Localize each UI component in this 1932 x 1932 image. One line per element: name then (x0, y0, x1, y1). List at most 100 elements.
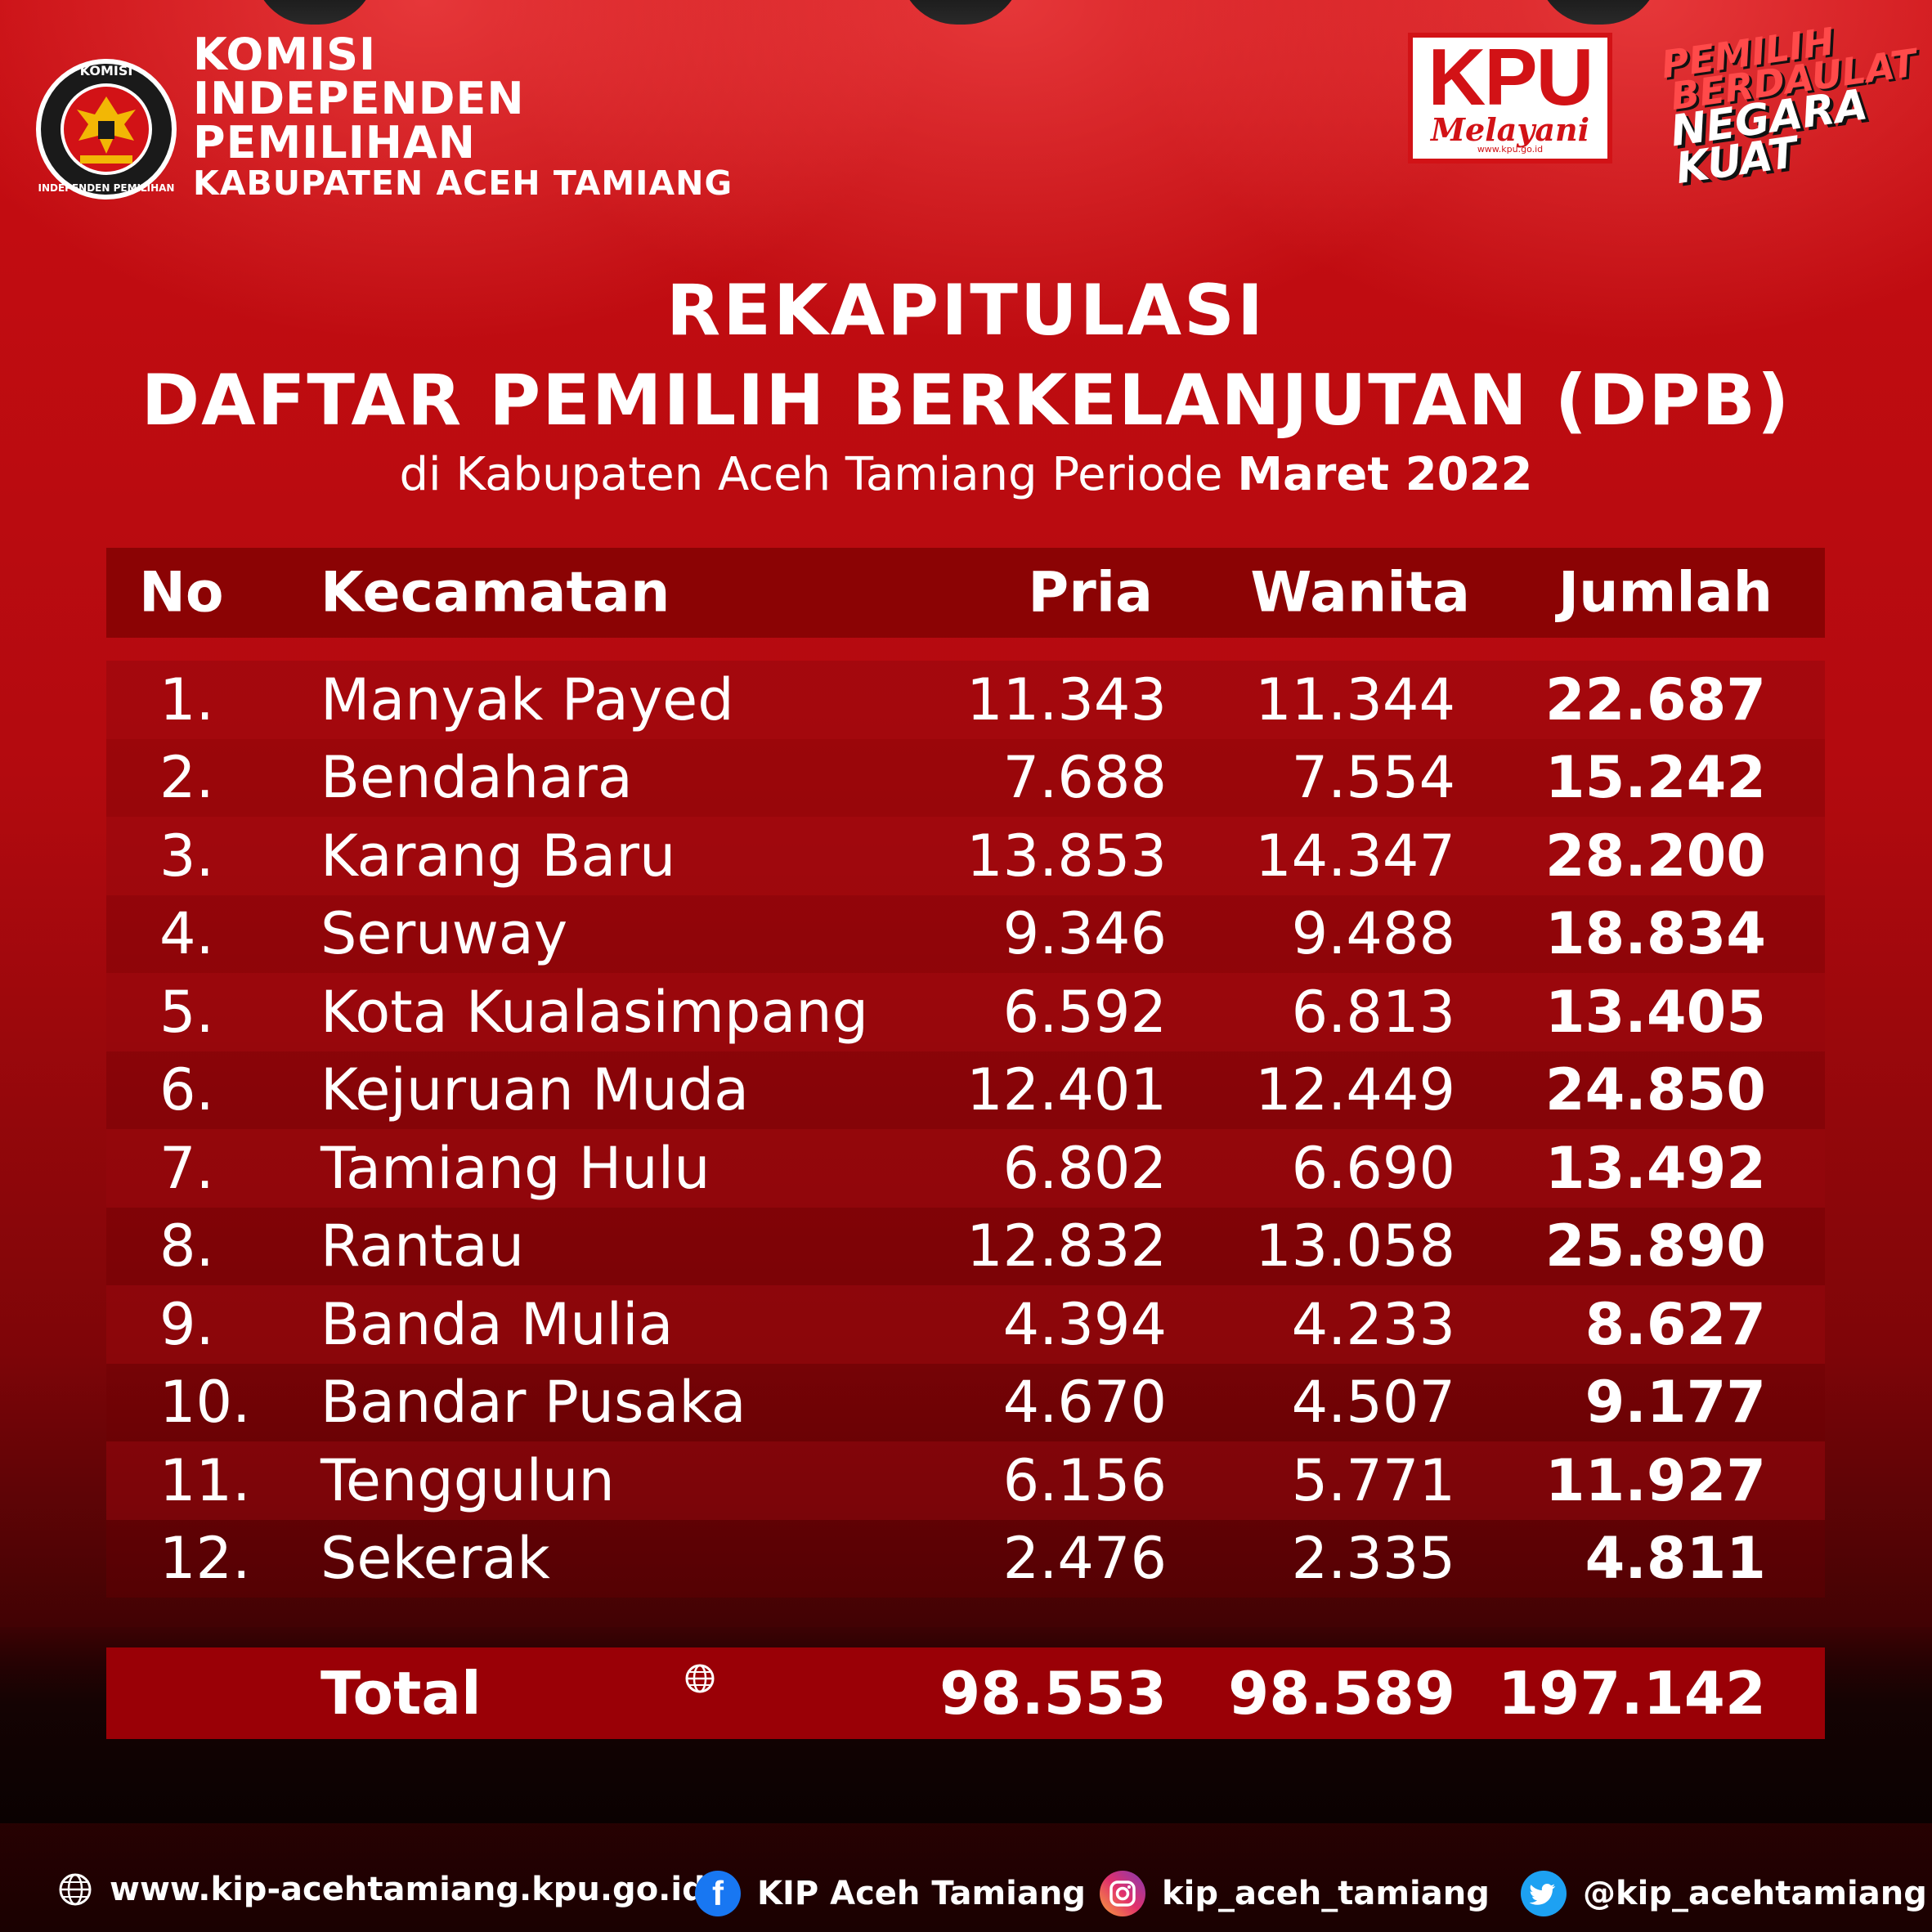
table-body: 1. Manyak Payed 11.343 11.344 22.687 2. … (106, 661, 1825, 1598)
cell-pria: 11.343 (966, 666, 1167, 733)
cell-pria: 4.670 (1002, 1369, 1167, 1437)
header-wanita: Wanita (1250, 560, 1470, 625)
table-row: 4. Seruway 9.346 9.488 18.834 (106, 894, 1825, 973)
page-title: REKAPITULASI (666, 270, 1266, 352)
cell-jumlah: 25.890 (1544, 1213, 1766, 1280)
cell-pria: 4.394 (1002, 1290, 1167, 1358)
cell-pria: 2.476 (1002, 1525, 1167, 1593)
cell-no: 1. (159, 666, 214, 733)
cell-kecamatan: Sekerak (321, 1525, 550, 1593)
cell-jumlah: 9.177 (1585, 1369, 1766, 1437)
cell-no: 6. (159, 1056, 214, 1124)
organization-region: KABUPATEN ACEH TAMIANG (193, 164, 733, 203)
cell-kecamatan: Tenggulun (321, 1446, 615, 1514)
cell-kecamatan: Rantau (321, 1213, 525, 1280)
table-total-row: Total 98.553 98.589 197.142 (106, 1647, 1825, 1739)
footer-facebook[interactable]: f KIP Aceh Tamiang (695, 1871, 1086, 1916)
cell-kecamatan: Kota Kualasimpang (321, 978, 869, 1046)
globe-icon (59, 1873, 92, 1906)
header-pria: Pria (1028, 560, 1153, 625)
facebook-icon: f (695, 1871, 741, 1916)
footer-website[interactable]: www.kip-acehtamiang.kpu.go.id (57, 1871, 706, 1908)
cell-no: 4. (159, 900, 214, 968)
cell-jumlah: 11.927 (1544, 1446, 1766, 1514)
cell-jumlah: 15.242 (1544, 744, 1766, 812)
table-row: 2. Bendahara 7.688 7.554 15.242 (106, 738, 1825, 817)
cell-no: 11. (159, 1446, 251, 1514)
header-no: No (139, 560, 224, 625)
cell-wanita: 6.690 (1291, 1134, 1455, 1202)
cell-no: 7. (159, 1134, 214, 1202)
facebook-link[interactable]: KIP Aceh Tamiang (757, 1875, 1086, 1912)
website-link[interactable]: www.kip-acehtamiang.kpu.go.id (110, 1871, 706, 1908)
subtitle-prefix: di Kabupaten Aceh Tamiang Periode (399, 448, 1223, 501)
kpu-logo-script: Melayani (1430, 111, 1590, 148)
footer-social-bar: www.kip-acehtamiang.kpu.go.id f KIP Aceh… (0, 1838, 1932, 1932)
cell-pria: 6.592 (1002, 978, 1167, 1046)
cell-no: 8. (159, 1213, 214, 1280)
table-row: 1. Manyak Payed 11.343 11.344 22.687 (106, 661, 1825, 739)
cell-wanita: 9.488 (1291, 900, 1455, 968)
cell-kecamatan: Tamiang Hulu (321, 1134, 710, 1202)
cell-no: 3. (159, 822, 214, 890)
svg-text:INDEPENDEN PEMILIHAN: INDEPENDEN PEMILIHAN (38, 182, 175, 194)
cell-jumlah: 18.834 (1544, 900, 1766, 968)
cell-pria: 9.346 (1002, 900, 1167, 968)
instagram-icon (1100, 1871, 1145, 1916)
instagram-link[interactable]: kip_aceh_tamiang (1162, 1875, 1490, 1912)
total-wanita: 98.589 (1228, 1659, 1455, 1728)
kpu-logo-url: www.kpu.go.id (1477, 144, 1544, 155)
cell-wanita: 13.058 (1255, 1213, 1455, 1280)
cell-jumlah: 28.200 (1544, 822, 1766, 890)
table-row: 6. Kejuruan Muda 12.401 12.449 24.850 (106, 1051, 1825, 1129)
organization-name: KOMISI INDEPENDEN PEMILIHAN (193, 33, 525, 165)
cell-pria: 6.156 (1002, 1446, 1167, 1514)
table-row: 11. Tenggulun 6.156 5.771 11.927 (106, 1441, 1825, 1520)
kpu-logo-text: KPU (1428, 32, 1594, 122)
kip-emblem-logo: KOMISI INDEPENDEN PEMILIHAN (36, 59, 177, 199)
table-row: 8. Rantau 12.832 13.058 25.890 (106, 1207, 1825, 1285)
globe-icon (685, 1664, 715, 1693)
table-row: 3. Karang Baru 13.853 14.347 28.200 (106, 817, 1825, 895)
cell-no: 12. (159, 1525, 251, 1593)
cell-wanita: 5.771 (1291, 1446, 1455, 1514)
cell-wanita: 14.347 (1255, 822, 1455, 890)
cell-wanita: 6.813 (1291, 978, 1455, 1046)
table-row: 7. Tamiang Hulu 6.802 6.690 13.492 (106, 1129, 1825, 1208)
cell-kecamatan: Banda Mulia (321, 1290, 674, 1358)
cell-jumlah: 24.850 (1544, 1056, 1766, 1124)
footer-instagram[interactable]: kip_aceh_tamiang (1100, 1871, 1490, 1916)
table-header: No Kecamatan Pria Wanita Jumlah (106, 548, 1825, 638)
page-title-secondary: DAFTAR PEMILIH BERKELANJUTAN (DPB) (141, 360, 1791, 442)
cell-no: 5. (159, 978, 214, 1046)
voter-recap-table: No Kecamatan Pria Wanita Jumlah 1. Manya… (106, 548, 1825, 1598)
cell-pria: 12.832 (966, 1213, 1167, 1280)
cell-kecamatan: Bandar Pusaka (321, 1369, 746, 1437)
subtitle-period: Maret 2022 (1237, 448, 1533, 501)
footer-twitter[interactable]: @kip_acehtamiang (1521, 1871, 1927, 1916)
cell-kecamatan: Seruway (321, 900, 568, 968)
header-kecamatan: Kecamatan (321, 560, 670, 625)
cell-kecamatan: Kejuruan Muda (321, 1056, 750, 1124)
org-line: KOMISI (193, 29, 377, 80)
twitter-link[interactable]: @kip_acehtamiang (1583, 1875, 1927, 1912)
cell-wanita: 2.335 (1291, 1525, 1455, 1593)
svg-text:KOMISI: KOMISI (80, 63, 133, 78)
org-line: PEMILIHAN (193, 117, 476, 168)
org-line: INDEPENDEN (193, 73, 525, 124)
cell-wanita: 11.344 (1255, 666, 1455, 733)
cell-jumlah: 8.627 (1585, 1290, 1766, 1358)
cell-wanita: 4.507 (1291, 1369, 1455, 1437)
cell-kecamatan: Karang Baru (321, 822, 676, 890)
table-row: 10. Bandar Pusaka 4.670 4.507 9.177 (106, 1363, 1825, 1441)
table-row: 5. Kota Kualasimpang 6.592 6.813 13.405 (106, 973, 1825, 1051)
stage-spotlight (253, 0, 376, 25)
header-jumlah: Jumlah (1558, 560, 1773, 625)
page-subtitle: di Kabupaten Aceh Tamiang Periode Maret … (0, 448, 1932, 501)
cell-kecamatan: Manyak Payed (321, 666, 734, 733)
cell-wanita: 4.233 (1291, 1290, 1455, 1358)
table-row: 12. Sekerak 2.476 2.335 4.811 (106, 1519, 1825, 1598)
slogan-logo: PEMILIH BERDAULAT NEGARA KUAT (1659, 15, 1921, 194)
total-pria: 98.553 (939, 1659, 1167, 1728)
cell-jumlah: 22.687 (1544, 666, 1766, 733)
